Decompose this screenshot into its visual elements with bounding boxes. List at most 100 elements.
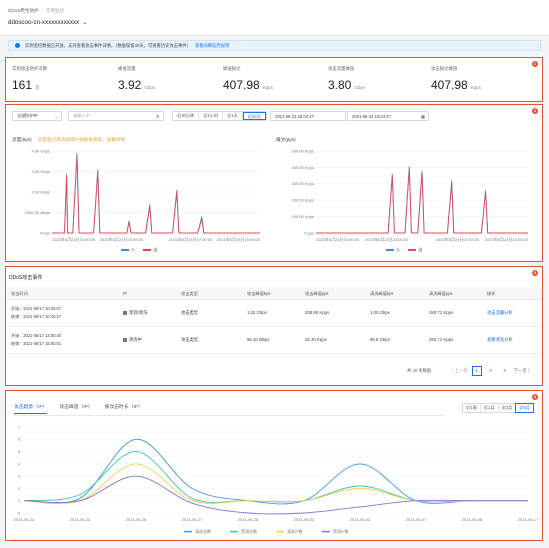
table-row: 开始：2021-06/17 10:25:07 结束：2021-06/17 10:4… [7, 301, 542, 327]
x-tick-label: 2021-05-25 [70, 517, 91, 522]
range-30d[interactable]: 近30天 [242, 112, 266, 120]
tab-attack-peak[interactable]: 攻击峰值（IP） [59, 405, 93, 410]
panel-badge-4: 4 [532, 394, 538, 400]
y-tick-label: 2 [18, 486, 21, 491]
pager-page-3[interactable]: 3 [499, 366, 510, 376]
search-placeholder: 请输入IP [73, 113, 90, 118]
x-tick-label: 2021年6月24日15:00:00 [485, 236, 529, 242]
tab-attack-trend[interactable]: 攻击趋势（IP） [14, 403, 48, 414]
x-tick-label: 2021年6月24日07:00:00 [436, 236, 480, 242]
ip-select-value: 全部防护IP [17, 113, 38, 118]
traffic-warning[interactable]: 流量超过清洗阈值时会触发清洗，查看详情 [37, 137, 125, 142]
col-header: 攻击时间 [11, 291, 28, 296]
action-link[interactable]: 攻击流量分析 [487, 310, 513, 315]
breadcrumb-item-current: 实例监控 [45, 8, 65, 13]
col-header: 攻击峰值bps [247, 291, 271, 296]
y-tick-label: 1000.00 Mbps [25, 210, 50, 215]
events-title: DDoS攻击事件 [9, 275, 43, 281]
type-cell: 攻击类型 [181, 337, 199, 342]
stat-label: 峰值流量 [118, 66, 136, 71]
trend-series-2 [23, 463, 529, 504]
x-tick-label: 2021-05-27 [182, 517, 203, 522]
notice-link[interactable]: 查看详细监控说明 [194, 42, 230, 48]
info-icon [15, 43, 20, 48]
attack-trend-chart: 7 6 5 4 3 2 1 0 2021-05-24 2021-05-25 2021-05-26 20… [14, 424, 538, 534]
peak-bps: 96.20 Mbps [247, 337, 270, 342]
range-1w[interactable]: 近1周 [463, 404, 481, 412]
time-range-group: 近30分钟 近1小时 近1天 近30天 [172, 111, 267, 121]
stat-label: 攻击流量峰值 [328, 66, 355, 71]
x-tick-label: 2021-06-07 [406, 517, 427, 522]
peak-pps: 25.30 Kpps [305, 337, 327, 342]
y-tick-label: 400.00 Kpps [292, 165, 314, 170]
legend-in[interactable]: 入 [386, 247, 400, 253]
instance-selector[interactable]: ddoscoo-cn-xxxxxxxxxxxx ⌄ [8, 19, 87, 26]
stat-value: 3.80 Gbps [328, 78, 366, 92]
series-line-out [316, 167, 528, 234]
y-tick-label: 2.00 Gbps [32, 189, 50, 194]
tab-attack-duration[interactable]: 被攻击时长（IP） [104, 405, 143, 410]
legend-label: 黑洞IP数 [333, 528, 349, 534]
stat-peak-packets: 峰值报文 407.98 Kpps [223, 66, 273, 92]
tab-divider [14, 415, 444, 416]
type-cell: 攻击类型 [181, 310, 199, 315]
search-icon[interactable]: ⚲ [155, 113, 159, 119]
range-1m[interactable]: 近1月 [480, 404, 499, 412]
y-tick-label: 300.00 Kpps [292, 181, 314, 186]
pager-prev[interactable]: 〈 上一页 [449, 368, 468, 373]
x-tick-label: 2021年6月23日23:00:00 [100, 236, 144, 242]
pager-next[interactable]: 下一页 〉 [513, 368, 532, 373]
legend-label: 黑洞次数 [241, 528, 257, 534]
pager-page-2[interactable]: 2 [485, 366, 496, 376]
action-link[interactable]: 查看清洗分析 [487, 337, 513, 342]
legend-out[interactable]: 出 [143, 247, 157, 253]
events-panel: 3 DDoS攻击事件 攻击时间 IP 攻击类型 攻击峰值bps 攻击峰值pps … [5, 266, 543, 386]
table-header: 攻击时间 IP 攻击类型 攻击峰值bps 攻击峰值pps 清洗峰值bps 清洗峰… [7, 287, 542, 300]
breadcrumb-item[interactable]: DDoS原生防护 [8, 8, 39, 13]
legend-in[interactable]: 入 [121, 247, 135, 253]
peak-pps: 208.80 Kpps [305, 310, 330, 315]
y-tick-label: 500.00 Kpps [292, 148, 314, 153]
range-30min[interactable]: 近30分钟 [173, 112, 200, 120]
start-time-input[interactable]: 2021-06-23 15:04:47 [270, 111, 346, 121]
pagination: 共 28 条数据 〈 上一页 1 2 3 下一页 〉 [407, 366, 532, 376]
trend-series-3 [23, 475, 529, 515]
packet-chart-title: 报文(pps) [276, 137, 296, 142]
legend-out[interactable]: 出 [408, 247, 422, 253]
status-icon [123, 310, 127, 315]
traffic-chart: 4.00 Gbps 3.00 Gbps 2.00 Gbps 1000.00 Mbps 0… [25, 148, 261, 242]
x-tick-label: 2021年6月24日07:00:00 [169, 236, 213, 242]
stat-peak-traffic: 峰值流量 3.92 Gbps [118, 66, 155, 92]
x-tick-label: 2021-06-08 [462, 517, 483, 522]
x-tick-label: 2021-06-03 [350, 517, 371, 522]
x-tick-label: 2021-06-17 [518, 517, 538, 522]
end-time-input[interactable]: 2021-06-24 15:04:47 ▦ [347, 111, 429, 121]
calendar-icon[interactable]: ▦ [421, 113, 425, 119]
range-1h[interactable]: 近1小时 [199, 112, 224, 120]
top-bar: DDoS原生防护 / 实例监控 ddoscoo-cn-xxxxxxxxxxxx ⌄ [0, 0, 549, 36]
status-icon [123, 337, 127, 342]
start-time: 2021-06-23 15:04:47 [275, 113, 314, 119]
range-6m[interactable]: 近6月 [515, 403, 534, 413]
clean-pps: 280.71 Kpps [429, 310, 454, 315]
chevron-down-icon: ⌄ [82, 20, 88, 26]
x-tick-label: 2021-05-24 [14, 517, 35, 522]
stats-panel: 1 实例攻击防护次数 161 次 峰值流量 3.92 Gbps 峰值报文 407.9… [5, 57, 543, 102]
range-1d[interactable]: 近1天 [223, 112, 243, 120]
peak-bps: 1.02 Gbps [247, 310, 267, 315]
pager-page-1[interactable]: 1 [471, 366, 482, 376]
ip-select[interactable]: 全部防护IP ⌄ [12, 111, 62, 121]
instance-id: ddoscoo-cn-xxxxxxxxxxxx [8, 19, 80, 26]
ip-search-input[interactable]: 请输入IP ⚲ [68, 111, 164, 121]
y-tick-label: 5 [18, 449, 21, 454]
y-tick-label: 4 [18, 461, 21, 466]
traffic-legend: 入 出 [121, 247, 157, 253]
stat-label: 实例攻击防护次数 [12, 66, 48, 71]
col-header: 攻击类型 [181, 291, 198, 296]
breadcrumb: DDoS原生防护 / 实例监控 [8, 8, 64, 14]
y-tick-label: 4.00 Gbps [32, 148, 50, 153]
y-tick-label: 3 [18, 474, 21, 479]
chevron-down-icon: ⌄ [54, 113, 58, 119]
range-3m[interactable]: 近3月 [498, 404, 517, 412]
packet-legend: 入 出 [386, 247, 422, 253]
